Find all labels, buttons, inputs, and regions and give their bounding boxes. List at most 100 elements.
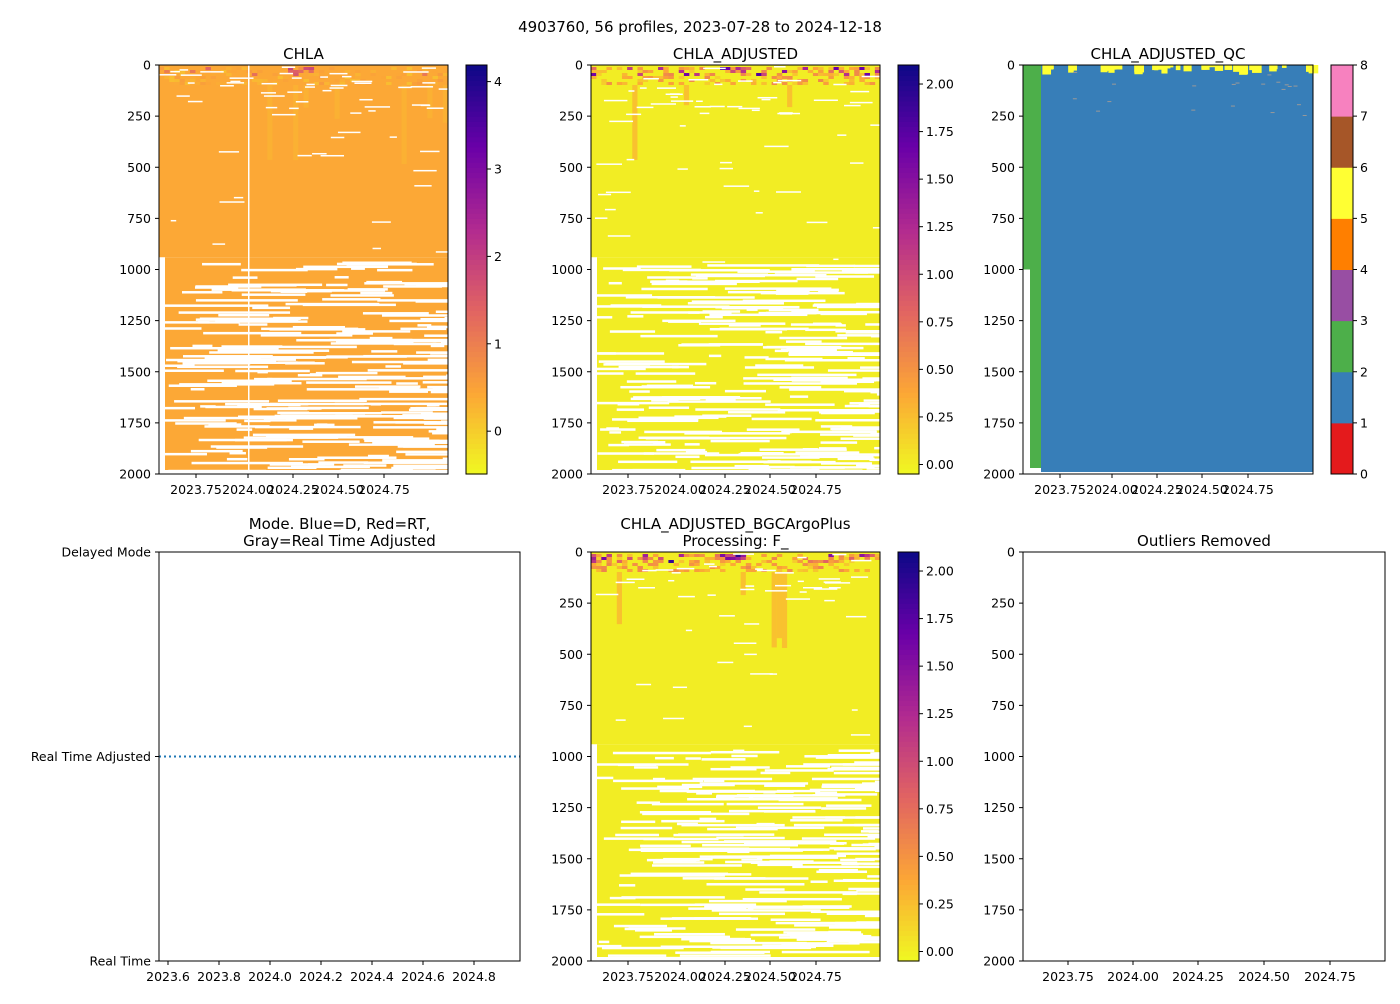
y-tick-label: 1250 bbox=[983, 800, 1015, 815]
heatmap-cell bbox=[854, 67, 860, 70]
data-gap bbox=[232, 276, 258, 279]
y-tick-label: 750 bbox=[127, 211, 151, 226]
y-tick-label: 1750 bbox=[551, 415, 583, 430]
data-gap bbox=[791, 267, 891, 271]
heatmap-cell bbox=[652, 76, 659, 79]
data-gap bbox=[207, 379, 292, 383]
data-gap bbox=[776, 789, 821, 793]
heatmap-cell bbox=[611, 563, 618, 566]
data-gap bbox=[390, 338, 476, 342]
colorbar-segment bbox=[466, 167, 487, 173]
x-tick-label: 2024.25 bbox=[1172, 969, 1224, 984]
heatmap-cell bbox=[1296, 104, 1301, 106]
heatmap-cell bbox=[720, 560, 726, 563]
data-gap bbox=[764, 590, 788, 592]
heatmap-cell bbox=[616, 566, 623, 569]
colorbar-segment bbox=[898, 756, 919, 763]
y-tick-label: 1000 bbox=[983, 262, 1015, 277]
data-gap bbox=[212, 243, 226, 245]
data-gap bbox=[644, 430, 722, 434]
data-gap bbox=[210, 445, 304, 448]
data-gap bbox=[303, 265, 389, 269]
colorbar-segment bbox=[466, 80, 487, 87]
data-gap bbox=[714, 83, 723, 86]
data-gap bbox=[183, 355, 273, 358]
data-gap bbox=[628, 848, 739, 852]
data-gap bbox=[272, 113, 296, 116]
data-gap bbox=[316, 436, 414, 439]
colorbar-segment bbox=[898, 208, 919, 214]
data-gap bbox=[289, 107, 299, 110]
colorbar-segment bbox=[898, 366, 919, 373]
data-gap bbox=[613, 924, 668, 928]
heatmap-cell bbox=[668, 560, 674, 563]
data-gap bbox=[850, 734, 871, 736]
data-gap bbox=[229, 451, 246, 455]
data-gap bbox=[177, 359, 277, 363]
data-gap bbox=[652, 864, 742, 867]
data-gap bbox=[595, 305, 657, 308]
heatmap-cell bbox=[184, 79, 191, 82]
data-gap bbox=[860, 366, 896, 369]
heatmap-cell bbox=[401, 85, 407, 164]
data-gap bbox=[801, 837, 876, 840]
heatmap-cell bbox=[730, 67, 736, 70]
colorbar-segment bbox=[898, 853, 919, 860]
heatmap-cell bbox=[637, 79, 643, 82]
data-gap bbox=[790, 466, 875, 469]
heatmap-cell bbox=[781, 76, 788, 79]
data-gap bbox=[436, 428, 546, 431]
heatmap-cell bbox=[843, 557, 850, 560]
data-gap bbox=[608, 281, 622, 285]
data-gap bbox=[733, 553, 754, 555]
heatmap-cell bbox=[776, 569, 783, 572]
heatmap-cell bbox=[1096, 110, 1101, 112]
data-gap bbox=[694, 903, 757, 906]
y-tick-label: 1250 bbox=[551, 313, 583, 328]
data-gap bbox=[621, 896, 725, 899]
colorbar-segment bbox=[898, 105, 919, 112]
heatmap-cell bbox=[601, 82, 607, 85]
heatmap-cell bbox=[792, 73, 798, 76]
data-gap bbox=[621, 440, 659, 444]
data-gap bbox=[803, 587, 823, 589]
data-gap bbox=[626, 113, 642, 116]
heatmap-cell bbox=[606, 82, 612, 85]
heatmap-cell bbox=[797, 554, 803, 557]
colorbar-tick-label: 5 bbox=[1360, 211, 1368, 226]
data-gap bbox=[861, 75, 885, 78]
data-gap bbox=[849, 101, 873, 104]
data-gap bbox=[653, 441, 666, 444]
colorbar-segment bbox=[466, 325, 487, 332]
heatmap-cell bbox=[709, 557, 716, 560]
colorbar-tick-label: 4 bbox=[1360, 262, 1368, 277]
panel-title: CHLA_ADJUSTED_QC bbox=[1091, 45, 1246, 64]
colorbar-segment bbox=[466, 300, 487, 306]
heatmap-cell bbox=[828, 554, 834, 557]
data-gap bbox=[709, 565, 717, 568]
heatmap-cell bbox=[200, 79, 206, 82]
data-gap bbox=[728, 324, 761, 327]
y-tick-label: Real Time bbox=[89, 954, 151, 969]
colorbar-segment bbox=[898, 679, 919, 686]
colorbar-tick-label: 1.00 bbox=[926, 267, 954, 282]
data-gap bbox=[330, 136, 345, 139]
x-tick-label: 2024.00 bbox=[222, 482, 274, 497]
heatmap-cell bbox=[189, 76, 196, 79]
heatmap-cell bbox=[797, 82, 803, 85]
colorbar-segment bbox=[898, 243, 919, 250]
heatmap-cell bbox=[293, 85, 299, 161]
data-gap bbox=[751, 109, 760, 112]
colorbar-segment bbox=[898, 85, 919, 92]
data-gap bbox=[257, 345, 357, 349]
data-gap bbox=[238, 323, 268, 326]
heatmap-cell bbox=[673, 563, 680, 566]
heatmap-cell bbox=[828, 560, 834, 563]
heatmap-cell bbox=[730, 554, 736, 557]
data-gap bbox=[816, 870, 868, 874]
colorbar-segment bbox=[466, 427, 487, 434]
data-gap bbox=[685, 450, 708, 454]
data-gap bbox=[840, 437, 945, 440]
data-gap bbox=[246, 345, 261, 349]
heatmap-cell bbox=[787, 85, 793, 108]
